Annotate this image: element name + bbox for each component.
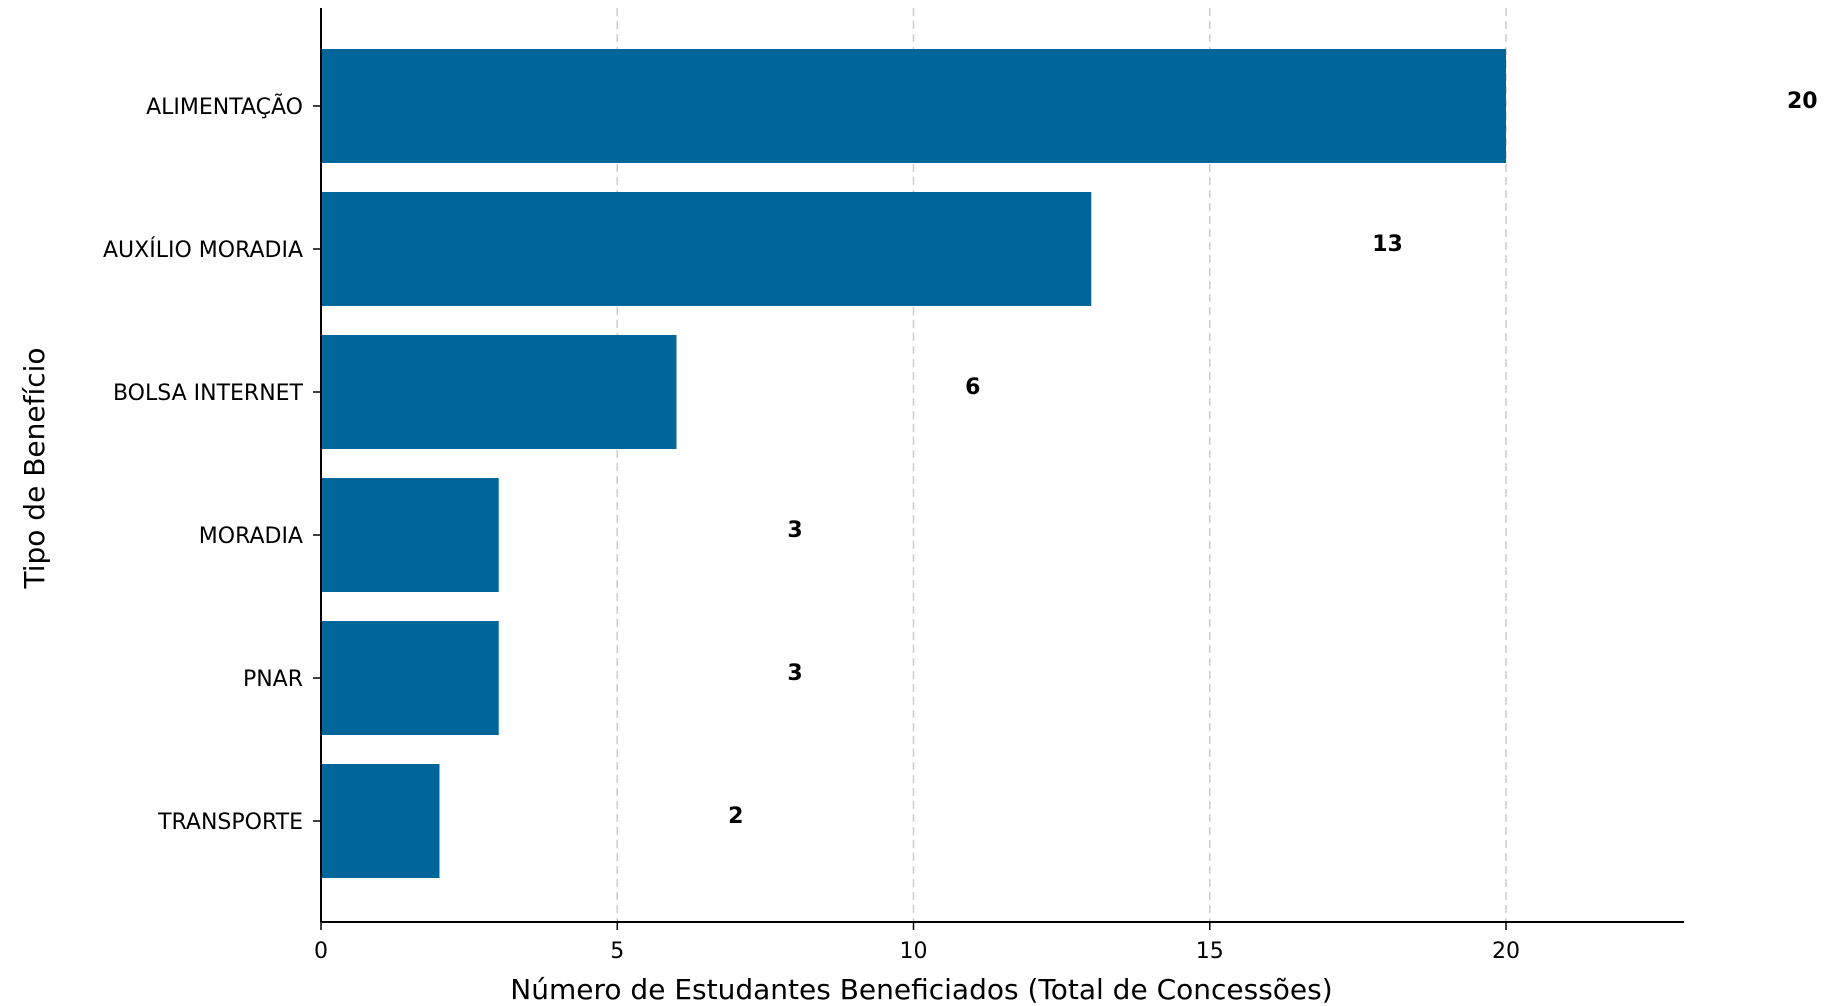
axes [320,8,1684,923]
bar-alimentação [321,49,1506,163]
grid-lines [616,8,1507,922]
x-ticks: 0 5 10 15 20 [314,922,1520,964]
x-axis-title: Número de Estudantes Beneficiados (Total… [510,973,1332,1006]
bar-bolsa-internet [321,335,677,449]
y-tick-label-transporte: TRANSPORTE [157,810,303,835]
x-tick-label-0: 0 [314,939,328,964]
y-tick-label-pnar: PNAR [243,667,303,692]
bar-pnar [321,621,499,735]
y-ticks: ALIMENTAÇÃO AUXÍLIO MORADIA BOLSA INTERNET… [103,93,321,835]
x-tick-label-10: 10 [900,939,928,964]
y-tick-label-auxílio-moradia: AUXÍLIO MORADIA [103,237,303,263]
y-tick-label-bolsa-internet: BOLSA INTERNET [113,381,304,406]
value-label-alimentação: 20 [1787,89,1818,114]
y-tick-label-alimentação: ALIMENTAÇÃO [146,93,303,120]
x-tick-label-15: 15 [1196,939,1224,964]
value-label-pnar: 3 [787,661,802,686]
x-tick-label-5: 5 [610,939,624,964]
bars [321,49,1506,878]
y-tick-label-moradia: MORADIA [199,524,303,549]
value-label-bolsa-internet: 6 [965,375,980,400]
value-label-moradia: 3 [787,518,802,543]
bar-auxílio-moradia [321,192,1092,306]
bar-moradia [321,478,499,592]
x-tick-label-20: 20 [1492,939,1520,964]
bar-transporte [321,764,440,878]
y-axis-title: Tipo de Benefício [18,347,51,589]
value-label-transporte: 2 [728,804,743,829]
value-label-auxílio-moradia: 13 [1372,232,1403,257]
value-labels: 20 13 6 3 3 2 [728,89,1817,829]
